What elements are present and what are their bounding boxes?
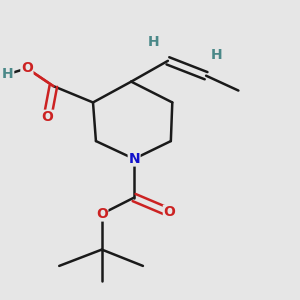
Text: O: O (41, 110, 53, 124)
Text: O: O (96, 207, 108, 221)
Text: O: O (164, 206, 175, 219)
Text: N: N (128, 152, 140, 166)
Text: H: H (211, 48, 222, 62)
Text: H: H (2, 67, 14, 81)
Text: O: O (21, 61, 33, 75)
Text: H: H (147, 34, 159, 49)
